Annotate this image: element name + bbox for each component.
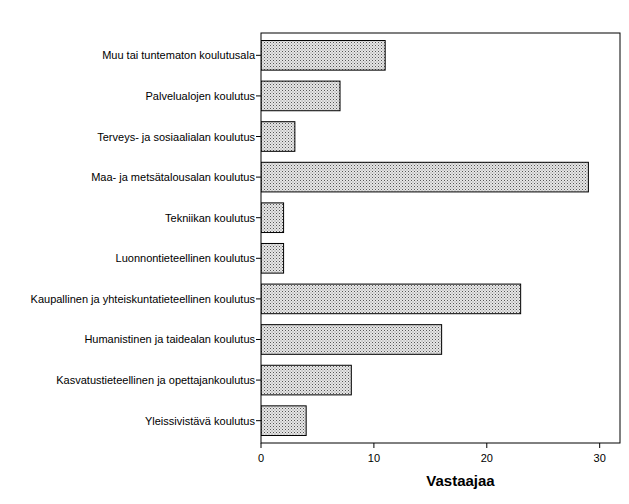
category-label: Kasvatustieteellinen ja opettajankoulutu… xyxy=(56,374,255,386)
plot-frame xyxy=(261,33,620,443)
category-label: Humanistinen ja taidealan koulutus xyxy=(84,333,255,345)
category-label: Muu tai tuntematon koulutusala xyxy=(102,49,256,61)
x-tick-label: 20 xyxy=(481,452,493,464)
category-tick xyxy=(256,339,261,340)
category-label: Luonnontieteellinen koulutus xyxy=(116,252,256,264)
bar xyxy=(261,81,340,111)
x-tick-label: 30 xyxy=(594,452,606,464)
x-tick xyxy=(261,443,262,448)
bar xyxy=(261,365,351,395)
chart: Muu tai tuntematon koulutusala Palvelualo… xyxy=(0,0,629,504)
category-label: Maa- ja metsätalousalan koulutus xyxy=(91,171,255,183)
x-tick-label: 10 xyxy=(368,452,380,464)
category-label: Terveys- ja sosiaalialan koulutus xyxy=(97,131,255,143)
category-tick xyxy=(256,420,261,421)
category-tick xyxy=(256,177,261,178)
bar xyxy=(261,41,385,71)
bar xyxy=(261,284,521,314)
category-tick xyxy=(256,380,261,381)
x-tick xyxy=(486,443,487,448)
category-tick xyxy=(256,217,261,218)
bars xyxy=(261,41,588,436)
category-label: Tekniikan koulutus xyxy=(165,212,255,224)
x-tick-label: 0 xyxy=(258,452,264,464)
category-label: Yleissivistävä koulutus xyxy=(145,415,256,427)
x-tick xyxy=(599,443,600,448)
category-tick xyxy=(256,95,261,96)
category-label: Palvelualojen koulutus xyxy=(146,90,256,102)
bar xyxy=(261,325,442,355)
bar xyxy=(261,122,295,152)
bar xyxy=(261,162,588,192)
category-tick xyxy=(256,298,261,299)
category-tick xyxy=(256,55,261,56)
bar xyxy=(261,243,284,273)
category-tick xyxy=(256,136,261,137)
x-tick xyxy=(373,443,374,448)
bar xyxy=(261,406,306,436)
x-axis-label: Vastaajaa xyxy=(426,472,495,489)
category-tick xyxy=(256,258,261,259)
bar xyxy=(261,203,284,233)
category-label: Kaupallinen ja yhteiskuntatieteellinen k… xyxy=(31,293,256,305)
